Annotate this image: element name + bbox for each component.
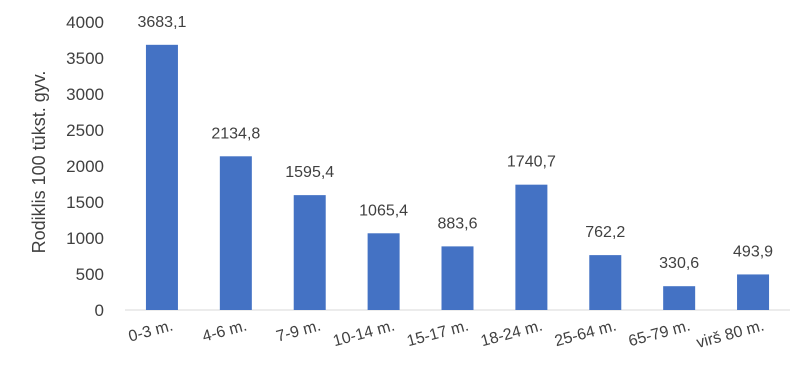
- y-tick-label: 2000: [66, 157, 104, 176]
- y-tick-label: 500: [76, 265, 104, 284]
- category-label: 0-3 m.: [127, 317, 175, 345]
- bar: [515, 184, 548, 310]
- data-label: 3683,1: [137, 14, 186, 31]
- data-label: 762,2: [585, 224, 625, 241]
- bar: [145, 44, 178, 310]
- y-axis-title: Rodiklis 100 tūkst. gyv.: [29, 71, 49, 254]
- y-tick-label: 2500: [66, 121, 104, 140]
- data-label: 330,6: [659, 255, 699, 272]
- data-label: 1065,4: [359, 202, 408, 219]
- y-tick-label: 0: [95, 301, 104, 320]
- bar: [663, 286, 696, 310]
- data-labels: 3683,1 2134,8 1595,4 1065,4 883,6 1740,7 762,2…: [137, 14, 773, 272]
- data-label: 493,9: [733, 243, 773, 260]
- y-tick-label: 3000: [66, 85, 104, 104]
- category-label: 65-79 m.: [627, 317, 692, 350]
- y-tick-label: 1500: [66, 193, 104, 212]
- bars: [145, 44, 770, 310]
- category-label: virš 80 m.: [695, 317, 766, 351]
- data-label: 883,6: [437, 215, 477, 232]
- bar: [589, 255, 622, 310]
- category-label: 7-9 m.: [275, 317, 323, 345]
- category-label: 25-64 m.: [553, 317, 618, 350]
- category-label: 18-24 m.: [479, 317, 544, 350]
- y-axis-ticks: 0 500 1000 1500 2000 2500 3000 3500 4000: [66, 13, 104, 320]
- category-label: 10-14 m.: [331, 317, 396, 350]
- data-label: 1595,4: [285, 164, 334, 181]
- bar: [737, 274, 770, 310]
- category-label: 15-17 m.: [405, 317, 470, 350]
- bar: [293, 195, 326, 310]
- data-label: 2134,8: [211, 125, 260, 142]
- y-tick-label: 3500: [66, 49, 104, 68]
- y-tick-label: 1000: [66, 229, 104, 248]
- y-tick-label: 4000: [66, 13, 104, 32]
- category-label: 4-6 m.: [201, 317, 249, 345]
- data-label: 1740,7: [507, 154, 556, 171]
- bar: [441, 246, 474, 310]
- bar: [367, 233, 400, 310]
- bar: [219, 156, 252, 310]
- category-labels: 0-3 m. 4-6 m. 7-9 m. 10-14 m. 15-17 m. 18-24 …: [127, 317, 766, 351]
